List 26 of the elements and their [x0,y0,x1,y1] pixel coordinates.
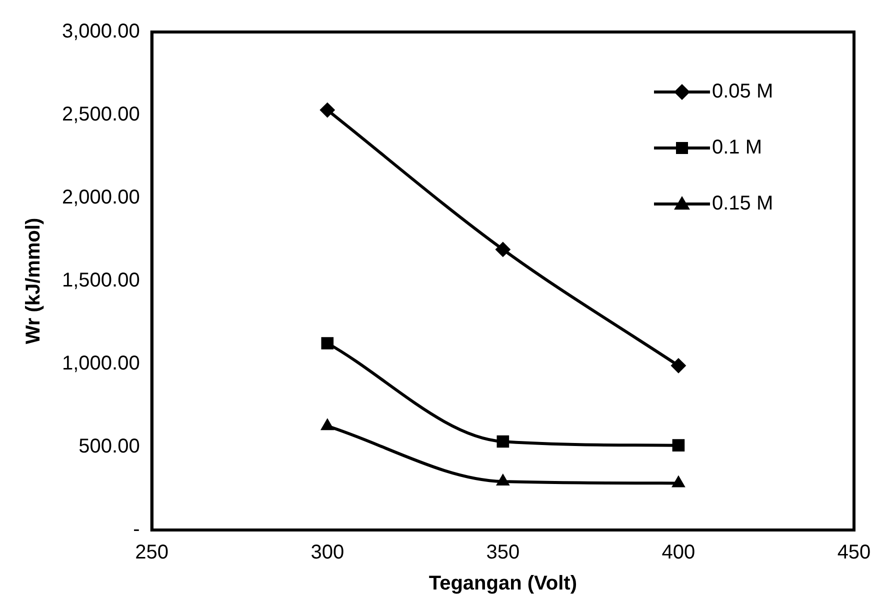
x-axis-title: Tegangan (Volt) [428,572,577,595]
point [496,435,510,448]
y-tick-label: 3,000.00 [62,20,140,43]
y-tick-label: 1,500.00 [62,270,140,292]
y-tick-label: 500.00 [78,436,140,458]
point [321,337,334,350]
x-tick-label: 350 [486,542,520,564]
point [672,476,686,488]
x-tick-label: 450 [837,542,871,564]
legend-label: 0.15 M [712,192,774,215]
y-tick-label: 1,000.00 [62,352,140,375]
y-tick-label: 2,500.00 [62,104,140,126]
x-tick-label: 400 [662,542,696,564]
y-tick-label: - [133,518,140,541]
point [320,418,334,430]
x-tick-label: 250 [135,542,169,564]
y-tick-label: 2,000.00 [62,186,140,209]
point [670,358,686,374]
point [320,102,335,118]
y-axis-title: Wr (kJ/mmol) [22,218,45,344]
legend-label: 0.05 M [712,80,774,103]
point [672,439,685,452]
point [496,474,510,486]
legend-label: 0.1 M [712,136,762,159]
point [495,242,510,257]
x-tick-label: 300 [310,542,344,564]
